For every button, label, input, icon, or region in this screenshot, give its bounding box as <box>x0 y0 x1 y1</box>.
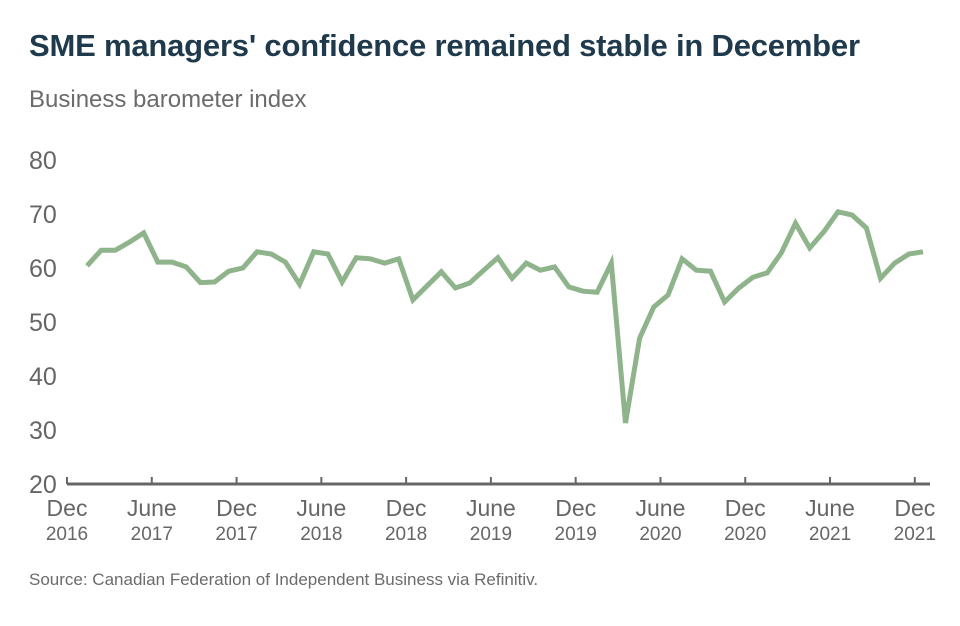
y-tick-label: 20 <box>29 471 57 499</box>
x-tick-label-month: June <box>805 495 855 521</box>
x-tick-label-year: 2021 <box>894 524 936 545</box>
x-tick-label-month: Dec <box>894 495 935 521</box>
source-note: Source: Canadian Federation of Independe… <box>29 570 539 589</box>
x-tick-label-month: June <box>466 495 516 521</box>
x-tick-label-year: 2017 <box>215 524 257 545</box>
y-tick-label: 60 <box>29 255 57 283</box>
series-group <box>85 208 924 424</box>
x-tick-label-year: 2020 <box>724 524 766 545</box>
chart-subtitle: Business barometer index <box>29 86 307 113</box>
x-tick-label-year: 2018 <box>300 524 342 545</box>
x-tick-label-month: June <box>636 495 686 521</box>
x-tick-label-month: Dec <box>555 495 596 521</box>
y-tick-label: 40 <box>29 363 57 391</box>
x-tick-label-month: Dec <box>216 495 257 521</box>
x-tick-label-year: 2019 <box>470 524 512 545</box>
x-tick-label-month: June <box>296 495 346 521</box>
x-tick-label-year: 2020 <box>639 524 681 545</box>
x-tick-label-month: Dec <box>725 495 766 521</box>
chart-title: SME managers' confidence remained stable… <box>29 28 860 63</box>
x-axis: Dec 2016 June 2017 Dec 2017 June 2018 Dec 2018 Jun… <box>46 477 936 545</box>
x-tick-label-year: 2017 <box>131 524 173 545</box>
x-tick-label-month: Dec <box>386 495 427 521</box>
y-tick-label: 70 <box>29 201 57 229</box>
y-tick-label: 80 <box>29 147 57 175</box>
y-axis: 20 30 40 50 60 70 80 <box>29 147 57 499</box>
x-tick-label-year: 2016 <box>46 524 88 545</box>
series-line <box>85 208 924 424</box>
x-tick-label-year: 2021 <box>809 524 851 545</box>
x-tick-label-month: June <box>127 495 177 521</box>
y-tick-label: 30 <box>29 417 57 445</box>
y-tick-label: 50 <box>29 309 57 337</box>
x-tick-label-year: 2018 <box>385 524 427 545</box>
x-tick-label-month: Dec <box>47 495 88 521</box>
x-tick-label-year: 2019 <box>555 524 597 545</box>
